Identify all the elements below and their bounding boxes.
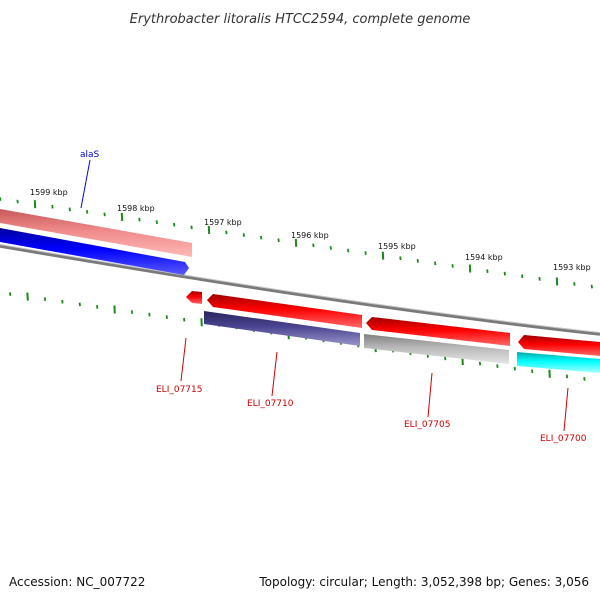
gene-eli-07700-arrow[interactable] [518, 335, 600, 356]
gene-eli-07715[interactable] [186, 291, 202, 304]
feature-navy-reverse[interactable] [204, 311, 360, 346]
scale-label-1595: 1595 kbp [378, 242, 416, 251]
scale-label-1598: 1598 kbp [117, 204, 155, 213]
scale-label-1596: 1596 kbp [291, 231, 329, 240]
gene-eli-07715-leader [180, 337, 187, 382]
scale-label-1599: 1599 kbp [30, 188, 68, 197]
accession-text: Accession: NC_007722 [9, 575, 145, 589]
upper-tick-track [0, 197, 593, 289]
gene-alas-label[interactable]: alaS [80, 150, 100, 160]
feature-pink-forward[interactable] [0, 209, 192, 257]
gene-alas[interactable] [0, 228, 189, 275]
map-title: Erythrobacter litoralis HTCC2594, comple… [130, 12, 471, 27]
scale-label-1593: 1593 kbp [553, 263, 591, 272]
genome-backbone [0, 244, 600, 336]
gene-eli-07710-leader [271, 351, 278, 397]
gene-alas-leader [80, 159, 91, 209]
gene-eli-07705-label[interactable]: ELI_07705 [404, 420, 451, 430]
gene-eli-07700-leader [563, 387, 569, 432]
gene-eli-07700-label[interactable]: ELI_07700 [540, 434, 587, 444]
genome-summary-text: Topology: circular; Length: 3,052,398 bp… [258, 575, 589, 589]
scale-label-1594: 1594 kbp [465, 253, 503, 262]
gene-eli-07715-label[interactable]: ELI_07715 [156, 385, 203, 395]
feature-gray-reverse[interactable] [364, 334, 509, 364]
gene-eli-07710-arrow[interactable] [207, 294, 362, 328]
gene-eli-07705-arrow[interactable] [366, 317, 510, 346]
scale-label-1597: 1597 kbp [204, 218, 242, 227]
gene-eli-07710-label[interactable]: ELI_07710 [247, 399, 294, 409]
feature-cyan-reverse[interactable] [517, 352, 600, 373]
gene-eli-07705-leader [427, 372, 433, 418]
